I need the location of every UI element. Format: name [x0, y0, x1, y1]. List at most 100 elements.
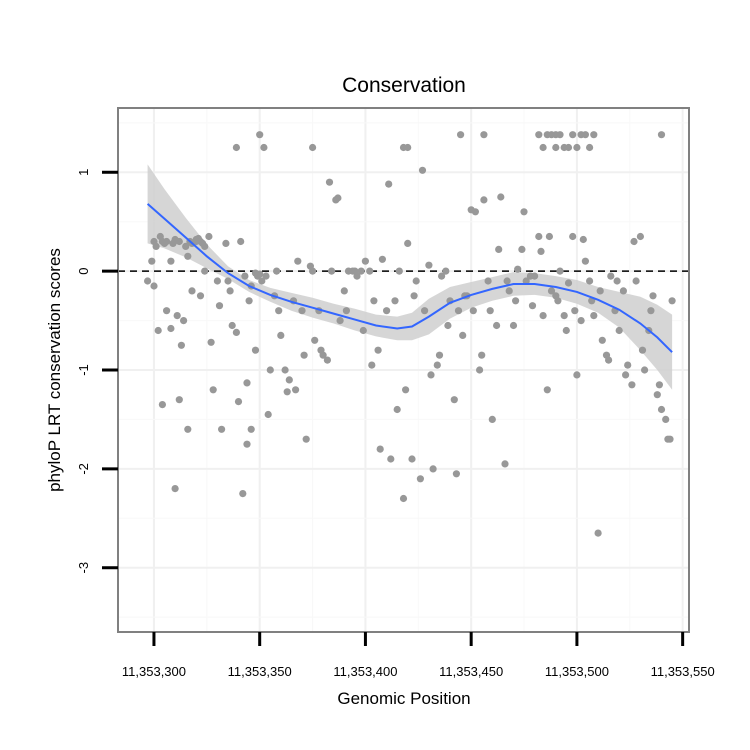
data-point [175, 396, 183, 404]
data-point [581, 257, 590, 265]
data-point [552, 131, 560, 139]
data-point [387, 455, 395, 463]
data-point [277, 331, 285, 339]
data-point [653, 391, 661, 399]
data-point [370, 297, 378, 305]
data-point [596, 287, 604, 295]
data-point [201, 242, 209, 250]
data-point [552, 143, 560, 152]
data-point [410, 292, 418, 300]
data-point [294, 257, 302, 265]
data-point [171, 485, 179, 493]
data-point [311, 336, 319, 344]
data-point [184, 425, 192, 433]
data-point [359, 326, 367, 335]
y-axis-title: phyloP LRT conservation scores [45, 248, 64, 492]
data-point [264, 410, 272, 419]
data-point [573, 371, 581, 379]
data-point [622, 371, 630, 379]
data-point [478, 351, 486, 359]
data-point [435, 351, 444, 359]
data-point [594, 529, 602, 537]
data-point [655, 381, 664, 389]
data-point [319, 351, 327, 359]
data-point [336, 317, 344, 325]
data-point [528, 302, 537, 310]
data-point [577, 317, 585, 325]
data-point [535, 232, 543, 241]
data-point [241, 272, 249, 280]
data-point [224, 277, 232, 285]
data-point [573, 143, 581, 152]
data-point [569, 232, 577, 241]
data-point [547, 287, 556, 295]
data-point [182, 242, 190, 250]
x-axis-ticks: 11,353,300 11,353,350 11,353,400 11,353,450… [122, 632, 715, 679]
data-point [152, 242, 160, 250]
y-tick-label: -2 [76, 463, 91, 475]
data-point [416, 475, 424, 483]
data-point [239, 490, 247, 498]
data-point [158, 401, 166, 409]
data-point [188, 287, 196, 295]
data-point [262, 272, 270, 280]
data-point [632, 277, 640, 285]
data-point [399, 143, 408, 152]
data-point [647, 307, 655, 315]
data-point [590, 131, 598, 139]
data-point [488, 415, 496, 423]
data-point [537, 247, 545, 255]
data-point [334, 194, 342, 202]
data-point [325, 178, 334, 186]
data-point [579, 235, 587, 244]
data-point [560, 312, 568, 320]
data-point [531, 272, 539, 280]
data-point [619, 287, 628, 295]
data-point [607, 272, 615, 280]
data-point [418, 166, 427, 174]
data-point [452, 470, 460, 478]
data-point [328, 267, 336, 275]
data-point [564, 143, 573, 152]
data-point [368, 361, 376, 369]
data-point [385, 180, 393, 188]
data-point [302, 435, 310, 443]
x-tick-label: 11,353,400 [333, 664, 397, 679]
data-point [402, 386, 410, 394]
data-point [258, 277, 266, 285]
data-point [649, 292, 657, 300]
data-point [404, 239, 412, 247]
x-tick-label: 11,353,300 [122, 664, 186, 679]
data-point [408, 455, 416, 463]
data-point [353, 272, 361, 280]
data-point [590, 312, 598, 320]
data-point [391, 297, 399, 305]
data-point [476, 366, 484, 374]
data-point [192, 237, 200, 246]
data-point [438, 272, 446, 280]
data-point [285, 376, 293, 384]
data-point [657, 405, 666, 414]
data-point [571, 307, 579, 315]
data-point [505, 287, 513, 295]
data-point [167, 257, 175, 265]
data-point [309, 143, 317, 152]
data-point [624, 361, 632, 369]
data-point [374, 346, 382, 354]
data-point [520, 208, 528, 216]
data-point [283, 388, 291, 396]
data-point [232, 328, 240, 336]
y-tick-label: -1 [76, 364, 91, 376]
data-point [469, 307, 477, 315]
data-point [260, 143, 268, 152]
data-point [511, 297, 520, 305]
y-tick-label: -3 [76, 562, 91, 574]
data-point [256, 131, 264, 139]
data-point [412, 277, 420, 285]
data-point [266, 366, 274, 374]
data-point [666, 435, 674, 443]
data-point [256, 270, 264, 278]
data-point [173, 312, 181, 320]
data-point [376, 445, 384, 453]
